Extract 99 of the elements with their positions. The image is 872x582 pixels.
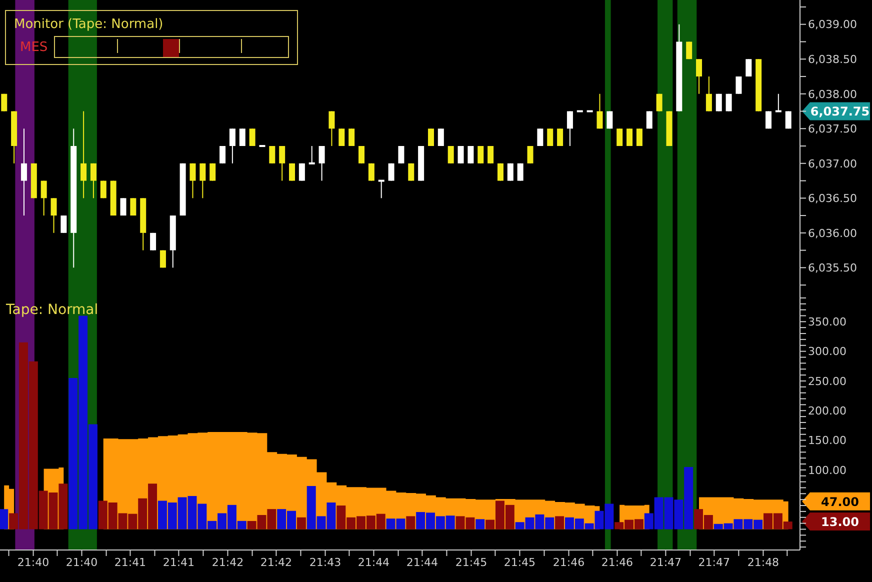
candlestick bbox=[249, 128, 256, 146]
candlestick bbox=[120, 198, 126, 216]
candlestick bbox=[210, 162, 216, 182]
candlestick bbox=[566, 110, 573, 146]
x-tick-label: 21:46 bbox=[552, 556, 585, 569]
candlestick bbox=[130, 198, 136, 216]
annotation: Tape: Normal bbox=[6, 302, 98, 318]
text: 6,037.75 bbox=[810, 104, 870, 119]
candlestick bbox=[686, 41, 692, 60]
x-tick-label: 21:41 bbox=[162, 556, 195, 569]
x-tick-label: 21:47 bbox=[698, 556, 730, 569]
bar bbox=[555, 516, 564, 530]
candlestick bbox=[308, 146, 315, 164]
candlestick bbox=[478, 146, 484, 164]
bar bbox=[296, 517, 306, 530]
x-tick-label: 21:40 bbox=[66, 556, 98, 569]
x-tick-label: 21:46 bbox=[601, 556, 634, 569]
text: Monitor (Tape: Normal) bbox=[14, 17, 164, 32]
y-tick-label: 200.00 bbox=[808, 404, 846, 418]
text: 47.00 bbox=[821, 494, 859, 509]
candlestick bbox=[318, 146, 325, 182]
candlestick bbox=[229, 128, 236, 164]
candlestick bbox=[150, 232, 156, 251]
candlestick bbox=[388, 162, 394, 182]
candlestick bbox=[488, 146, 494, 164]
candlestick bbox=[606, 110, 613, 130]
y-tick-label: 100.00 bbox=[808, 464, 846, 477]
x-tick-label: 21:45 bbox=[455, 556, 488, 569]
candlestick bbox=[785, 110, 792, 130]
x-tick-label: 21:43 bbox=[309, 556, 342, 569]
candlestick bbox=[40, 180, 47, 216]
candlestick bbox=[468, 146, 474, 164]
candlestick bbox=[706, 76, 712, 112]
candlestick bbox=[507, 162, 514, 182]
x-tick-label: 21:44 bbox=[406, 556, 438, 569]
candlestick bbox=[408, 162, 414, 182]
candlestick bbox=[239, 128, 246, 146]
candlestick bbox=[298, 162, 305, 182]
candlestick bbox=[596, 93, 603, 130]
candlestick bbox=[537, 128, 544, 146]
candlestick bbox=[220, 146, 226, 164]
candlestick bbox=[736, 76, 742, 94]
x-tick-label: 21:47 bbox=[650, 556, 682, 569]
x-tick-label: 21:40 bbox=[17, 556, 50, 569]
y-tick-label: 6,038.00 bbox=[808, 88, 857, 101]
candlestick bbox=[696, 58, 702, 94]
candlestick bbox=[190, 162, 196, 199]
candlestick bbox=[279, 146, 286, 182]
x-tick-label: 21:42 bbox=[212, 556, 244, 569]
y-tick-label: 6,038.50 bbox=[808, 53, 857, 66]
candlestick bbox=[766, 110, 772, 130]
candlestick bbox=[547, 128, 554, 146]
candlestick bbox=[398, 146, 404, 164]
y-tick-label: 6,037.00 bbox=[808, 157, 857, 170]
candlestick bbox=[60, 215, 67, 234]
candlestick bbox=[20, 128, 27, 216]
x-tick-label: 21:45 bbox=[504, 556, 536, 569]
y-tick-label: 350.00 bbox=[808, 316, 846, 329]
candlestick bbox=[328, 110, 335, 146]
candlestick bbox=[428, 128, 434, 146]
candlestick bbox=[646, 110, 652, 130]
candlestick bbox=[626, 128, 633, 146]
y-tick-label: 6,035.50 bbox=[808, 262, 857, 275]
candlestick bbox=[80, 110, 87, 199]
candlestick bbox=[775, 93, 782, 112]
bar bbox=[476, 519, 485, 530]
candlestick bbox=[636, 128, 642, 146]
x-tick-label: 21:42 bbox=[260, 556, 292, 569]
candlestick bbox=[378, 180, 384, 199]
candlestick bbox=[348, 128, 355, 146]
text: 13.00 bbox=[821, 515, 859, 530]
candlestick bbox=[438, 128, 444, 146]
candlestick bbox=[289, 162, 296, 182]
candlestick bbox=[50, 198, 57, 234]
candlestick bbox=[368, 162, 374, 182]
candlestick bbox=[90, 162, 96, 199]
y-tick-label: 6,036.50 bbox=[808, 192, 857, 206]
y-tick-label: 250.00 bbox=[808, 374, 846, 388]
x-tick-label: 21:48 bbox=[747, 556, 780, 569]
y-tick-label: 6,036.00 bbox=[808, 226, 857, 240]
bar bbox=[406, 516, 416, 530]
candlestick bbox=[517, 162, 524, 182]
candlestick bbox=[616, 128, 623, 146]
candlestick bbox=[497, 162, 504, 182]
bar bbox=[0, 509, 8, 530]
candlestick bbox=[746, 58, 752, 77]
candlestick bbox=[458, 146, 464, 164]
y-tick-label: 6,037.50 bbox=[808, 122, 857, 136]
x-tick-label: 21:41 bbox=[114, 556, 146, 569]
candlestick bbox=[527, 146, 534, 164]
y-tick-label: 6,039.00 bbox=[808, 18, 857, 32]
candlestick bbox=[557, 128, 564, 146]
y-tick-label: 300.00 bbox=[808, 345, 846, 358]
y-tick-label: 150.00 bbox=[808, 434, 846, 448]
candlestick bbox=[338, 128, 345, 146]
candlestick bbox=[200, 162, 206, 199]
x-tick-label: 21:44 bbox=[358, 556, 390, 569]
candlestick bbox=[448, 146, 454, 164]
candlestick bbox=[269, 146, 276, 164]
